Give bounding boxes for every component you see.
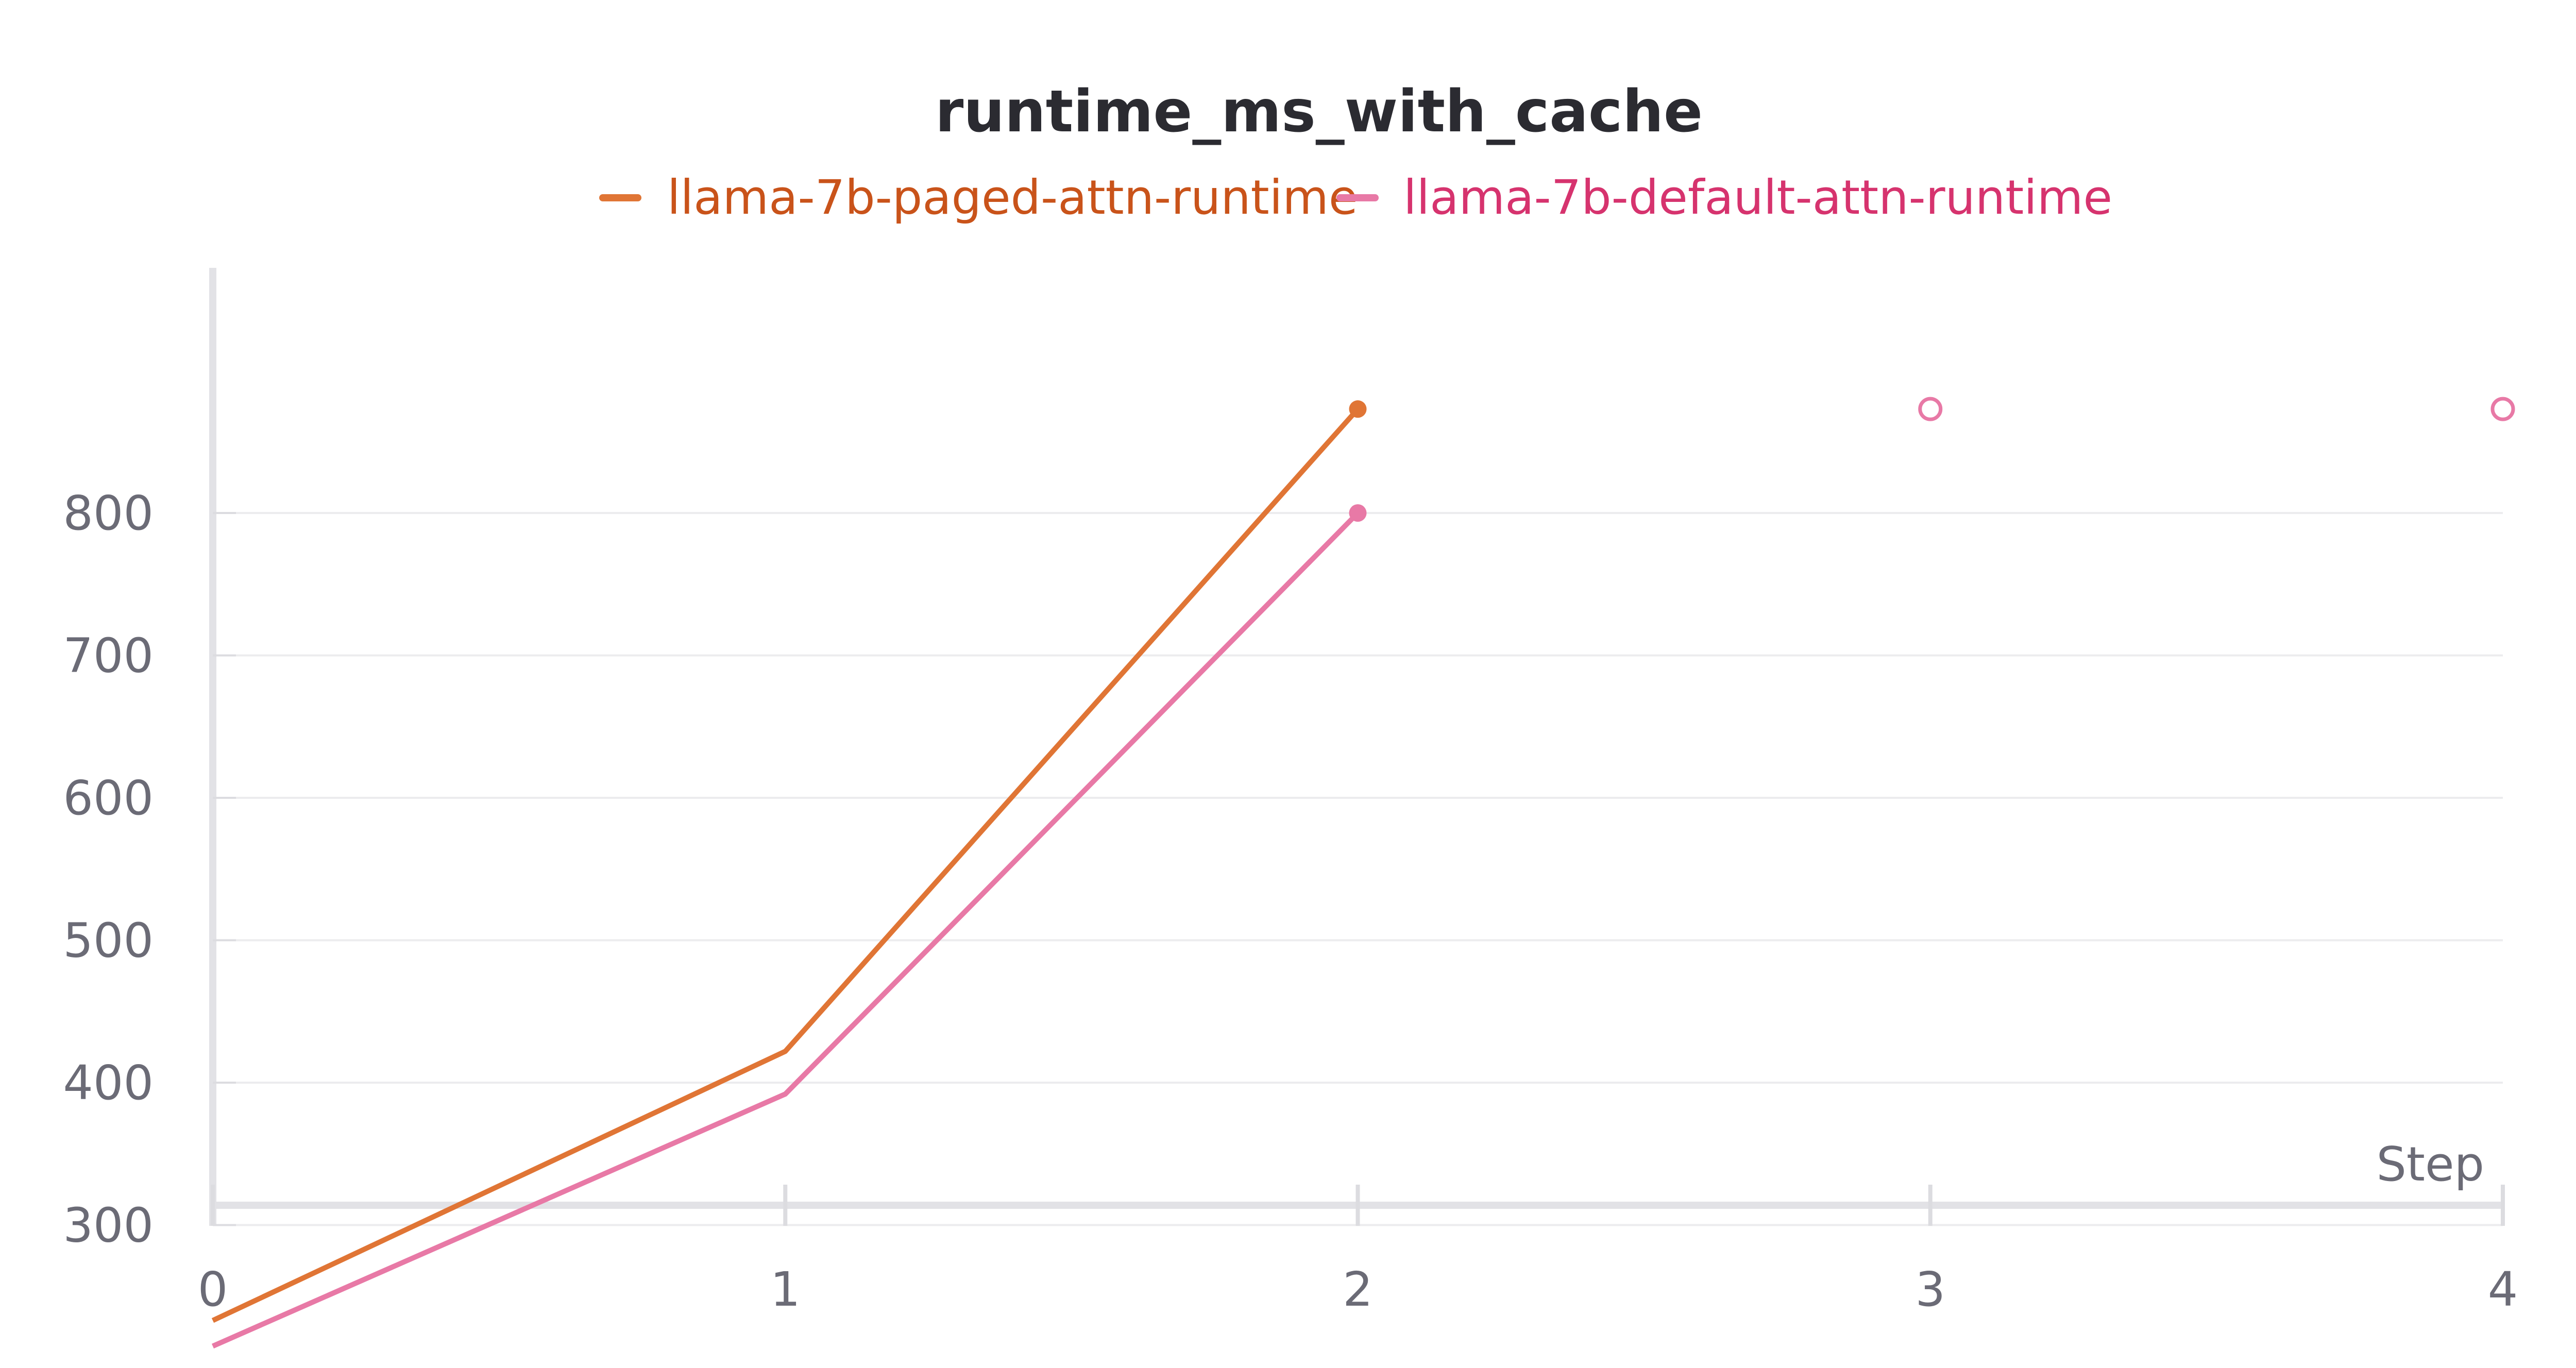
legend-label-paged: llama-7b-paged-attn-runtime	[667, 170, 1358, 225]
chart-title: runtime_ms_with_cache	[935, 78, 1703, 145]
legend-label-default: llama-7b-default-attn-runtime	[1403, 170, 2112, 225]
series-end-marker-1	[1349, 504, 1367, 522]
series-line-1	[211, 511, 1360, 1349]
x-tick-label: 0	[198, 1262, 228, 1317]
y-tick-label: 400	[63, 1055, 154, 1110]
x-tick-label: 1	[770, 1262, 801, 1317]
y-tick-label: 800	[63, 486, 154, 541]
series-lines	[211, 397, 2515, 1349]
y-tick-label: 500	[63, 913, 154, 968]
y-axis-ticks: 300 400 500 600 700 800	[63, 486, 236, 1253]
hollow-point-marker	[1918, 397, 1943, 421]
legend-item-default[interactable]: llama-7b-default-attn-runtime	[1336, 170, 2112, 225]
series-line-0	[211, 407, 1360, 1323]
hollow-point-marker	[2490, 397, 2515, 421]
x-tick-label: 2	[1343, 1262, 1373, 1317]
grid-lines	[236, 512, 2503, 1226]
series-end-marker-0	[1349, 400, 1367, 418]
legend-swatch-default	[1336, 194, 1379, 201]
y-tick-label: 300	[63, 1198, 154, 1253]
x-tick-label: 3	[1915, 1262, 1945, 1317]
legend: llama-7b-paged-attn-runtime llama-7b-def…	[599, 170, 2112, 225]
legend-item-paged[interactable]: llama-7b-paged-attn-runtime	[599, 170, 1358, 225]
x-axis-ticks: 0 1 2 3 4	[198, 1185, 2518, 1317]
y-tick-label: 600	[63, 771, 154, 826]
y-tick-label: 700	[63, 628, 154, 683]
x-tick-label: 4	[2488, 1262, 2518, 1317]
legend-swatch-paged	[599, 194, 641, 201]
x-axis-label: Step	[2377, 1137, 2484, 1192]
